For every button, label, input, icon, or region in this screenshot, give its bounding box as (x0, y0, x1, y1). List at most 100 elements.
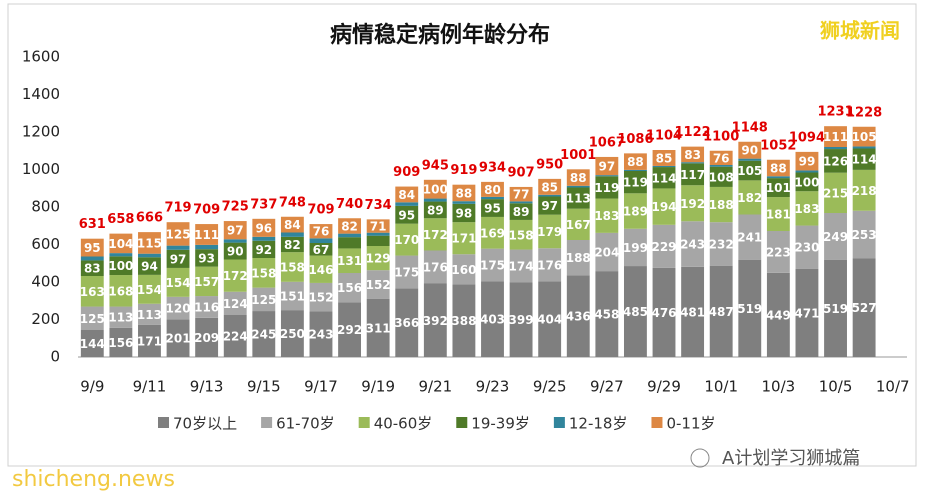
bar-segment (538, 196, 562, 215)
segment-label: 131 (337, 254, 362, 268)
bar-segment (623, 266, 647, 357)
segment-label: 403 (480, 313, 505, 327)
bar-segment (166, 267, 190, 297)
bar-segment (623, 153, 647, 170)
segment-label: 76 (313, 225, 330, 239)
bar-segment (166, 222, 190, 246)
total-label: 1228 (846, 105, 882, 120)
legend-swatch (358, 417, 370, 428)
x-tick-label: 9/23 (476, 378, 510, 396)
segment-label: 82 (284, 238, 301, 252)
segment-label: 100 (108, 259, 133, 273)
bar-segment (80, 238, 104, 257)
x-tick-label: 9/15 (247, 378, 281, 396)
bar-segment (652, 167, 676, 189)
bar-segment (223, 242, 247, 260)
x-tick-label: 9/21 (418, 378, 452, 396)
total-label: 631 (79, 217, 106, 232)
total-label: 737 (250, 197, 277, 212)
bar-segment (395, 288, 419, 357)
bar-segment (852, 258, 876, 357)
segment-label: 158 (251, 266, 276, 280)
segment-label: 126 (823, 154, 848, 168)
total-label: 740 (336, 197, 363, 212)
total-label: 1104 (646, 129, 682, 144)
segment-label: 82 (341, 219, 358, 233)
segment-label: 111 (194, 228, 219, 242)
bar-segment (738, 180, 762, 215)
segment-label: 223 (766, 245, 791, 259)
segment-label: 96 (255, 221, 272, 235)
segment-label: 93 (198, 251, 215, 265)
bar-segment (766, 231, 790, 273)
total-label: 709 (307, 203, 334, 218)
watermark: 狮城新闻 (820, 19, 900, 43)
bar-segment (681, 162, 705, 164)
bar-segment (109, 233, 133, 254)
bar-segment (280, 281, 304, 311)
segment-label: 458 (594, 308, 619, 322)
bar-segment (509, 203, 533, 220)
segment-label: 476 (651, 306, 676, 320)
bar-segment (80, 306, 104, 330)
segment-label: 97 (598, 160, 615, 174)
bar-segment (395, 202, 419, 206)
bar-segment (852, 148, 876, 170)
bar-segment (652, 267, 676, 357)
total-label: 1094 (789, 130, 825, 145)
segment-label: 90 (227, 245, 244, 259)
segment-label: 399 (509, 313, 534, 327)
segment-label: 94 (141, 260, 158, 274)
total-label: 934 (479, 160, 506, 175)
x-tick-label: 9/9 (80, 378, 104, 396)
bar-segment (223, 239, 247, 243)
segment-label: 209 (194, 331, 219, 345)
bar-segment (824, 213, 847, 260)
segment-label: 485 (623, 305, 648, 319)
segment-label: 175 (480, 259, 505, 273)
x-tick-label: 9/27 (590, 378, 624, 396)
bar-segment (481, 181, 504, 197)
segment-label: 129 (366, 252, 391, 266)
segment-label: 171 (137, 334, 162, 348)
total-label: 666 (136, 211, 163, 226)
bar-segment (595, 176, 619, 199)
total-label: 1086 (617, 132, 653, 147)
segment-label: 527 (852, 301, 877, 315)
segment-label: 179 (537, 225, 562, 239)
bar-segment (138, 324, 161, 357)
x-tick-label: 10/1 (704, 378, 738, 396)
bar-segment (280, 252, 304, 282)
bar-segment (423, 250, 447, 284)
total-label: 1231 (817, 105, 853, 120)
y-tick-label: 1400 (22, 85, 60, 103)
bar-segment (852, 210, 876, 259)
bar-segment (481, 281, 504, 357)
bar-segment (538, 194, 562, 197)
x-tick-label: 10/5 (819, 378, 853, 396)
bar-segment (824, 259, 847, 357)
x-tick-label: 9/13 (190, 378, 224, 396)
total-label: 950 (536, 157, 563, 172)
segment-label: 388 (451, 314, 476, 328)
bar-segment (566, 208, 590, 240)
bar-segment (652, 165, 676, 168)
bar-segment (824, 149, 847, 173)
segment-label: 230 (794, 241, 819, 255)
x-tick-label: 9/19 (361, 378, 395, 396)
legend-swatch (456, 417, 468, 428)
bar-segment (423, 218, 447, 251)
bar-segment (395, 255, 419, 289)
segment-label: 97 (227, 224, 244, 238)
bar-segment (109, 275, 133, 307)
bar-segment (509, 282, 533, 357)
bar-segment (709, 222, 733, 266)
bar-segment (681, 266, 705, 357)
segment-label: 144 (80, 337, 105, 351)
segment-label: 98 (456, 207, 473, 221)
bar-segment (766, 176, 790, 179)
bar-segment (738, 158, 762, 161)
segment-label: 519 (823, 302, 848, 316)
bar-segment (166, 245, 190, 250)
legend-swatch (553, 417, 565, 428)
